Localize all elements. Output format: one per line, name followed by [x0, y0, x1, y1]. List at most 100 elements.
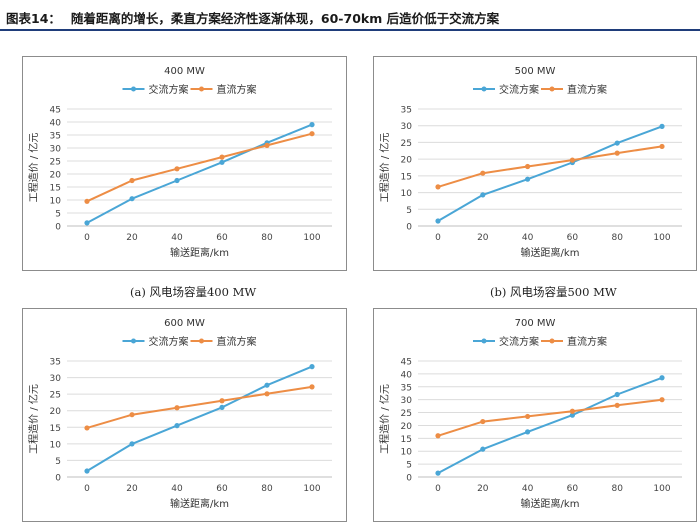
data-point-dc [309, 131, 315, 137]
chart-panel-600mw: 600 MW 交流方案 直流方案 0 5 10 15 20 25 30 35 0 20 40 60 80 100… [22, 308, 347, 522]
legend-label-ac: 交流方案 [499, 83, 539, 96]
y-tick-label: 15 [401, 435, 412, 445]
x-tick-label: 100 [303, 484, 320, 494]
data-point-dc [614, 150, 620, 156]
data-point-dc [219, 398, 225, 404]
y-tick-label: 15 [401, 172, 412, 182]
legend: 交流方案 直流方案 [473, 335, 607, 348]
figure-label: 图表14： [6, 11, 61, 26]
legend-label-ac: 交流方案 [149, 83, 189, 96]
x-tick-label: 20 [477, 233, 489, 243]
y-tick-label: 25 [401, 139, 412, 149]
chart-svg: 500 MW 交流方案 直流方案 0 5 10 15 20 25 30 35 0 20 40 60 80 100… [378, 66, 682, 259]
chart-title: 400 MW [164, 66, 205, 77]
x-axis-label: 输送距离/km [521, 497, 580, 510]
x-axis-label: 输送距离/km [521, 246, 580, 259]
legend-label-dc: 直流方案 [567, 335, 607, 348]
series-line-ac [437, 125, 663, 222]
data-point-dc [129, 177, 135, 184]
data-point-dc [174, 405, 180, 411]
y-tick-label: 10 [50, 197, 62, 207]
legend-label-dc: 直流方案 [217, 83, 257, 96]
x-tick-label: 80 [261, 233, 273, 243]
legend-label-dc: 直流方案 [567, 83, 607, 96]
y-tick-label: 40 [50, 119, 62, 129]
series-line-ac [86, 123, 313, 224]
legend: 交流方案 直流方案 [122, 83, 257, 96]
data-point-dc [174, 166, 180, 172]
data-point-ac [525, 176, 531, 182]
y-tick-label: 45 [401, 358, 412, 368]
y-axis-label: 工程造价 / 亿元 [378, 133, 391, 203]
data-point-dc [219, 154, 225, 160]
x-tick-label: 20 [477, 484, 489, 494]
data-point-ac [614, 391, 620, 398]
y-tick-label: 0 [406, 474, 412, 484]
data-point-ac [659, 375, 665, 381]
y-tick-label: 5 [55, 210, 61, 220]
x-tick-label: 60 [216, 484, 228, 494]
data-point-dc [525, 413, 531, 420]
caption-b: (b) 风电场容量500 MW [490, 285, 617, 299]
y-tick-label: 5 [406, 206, 412, 216]
data-point-ac [480, 446, 486, 452]
x-tick-label: 100 [303, 233, 320, 243]
x-tick-label: 100 [653, 233, 670, 243]
data-point-ac [614, 140, 620, 146]
y-tick-label: 30 [50, 145, 62, 155]
x-tick-label: 0 [435, 233, 441, 243]
data-point-dc [614, 402, 620, 408]
data-point-ac [480, 192, 486, 198]
y-tick-label: 25 [401, 409, 412, 419]
data-point-ac [219, 159, 225, 165]
legend: 交流方案 直流方案 [122, 335, 257, 348]
data-point-ac [219, 404, 225, 410]
data-point-ac [264, 382, 270, 388]
data-point-dc [129, 412, 135, 418]
y-tick-label: 5 [55, 457, 61, 467]
data-point-dc [264, 391, 270, 397]
data-point-dc [309, 384, 315, 390]
x-tick-label: 80 [261, 484, 273, 494]
data-point-ac [129, 441, 135, 447]
legend-marker-dc [199, 86, 204, 92]
data-point-ac [525, 429, 531, 435]
legend: 交流方案 直流方案 [473, 83, 607, 96]
data-point-ac [659, 123, 665, 129]
y-axis-label: 工程造价 / 亿元 [27, 384, 40, 454]
data-point-dc [84, 425, 90, 431]
y-tick-label: 20 [401, 156, 413, 166]
data-point-dc [569, 408, 575, 414]
y-tick-label: 0 [55, 474, 61, 484]
data-point-dc [264, 142, 270, 148]
y-tick-label: 35 [401, 106, 412, 116]
x-axis-label: 输送距离/km [170, 497, 229, 510]
x-tick-label: 20 [126, 233, 138, 243]
y-tick-label: 35 [401, 383, 412, 393]
legend-marker-ac [131, 338, 136, 344]
y-tick-label: 20 [401, 422, 413, 432]
chart-panel-400mw: 400 MW 交流方案 直流方案 0 5 10 15 20 25 30 35 40 45 0 20 40 60 8… [22, 56, 347, 271]
x-tick-label: 40 [171, 484, 183, 494]
x-axis-label: 输送距离/km [170, 246, 229, 259]
chart-title: 600 MW [164, 318, 205, 329]
data-point-dc [480, 418, 486, 425]
y-tick-label: 25 [50, 158, 61, 168]
legend-label-dc: 直流方案 [217, 335, 257, 348]
chart-panel-700mw: 700 MW 交流方案 直流方案 0 5 10 15 20 25 30 35 40 45 0 20 40 60 8… [373, 308, 697, 522]
y-tick-label: 10 [401, 448, 413, 458]
series-line-ac [437, 376, 663, 474]
data-point-dc [84, 198, 90, 204]
series-line-dc [437, 145, 663, 188]
data-point-dc [659, 143, 665, 150]
legend-marker-ac [131, 86, 136, 92]
x-tick-label: 80 [611, 233, 623, 243]
x-tick-label: 100 [653, 484, 670, 494]
x-tick-label: 60 [567, 233, 579, 243]
x-tick-label: 20 [126, 484, 138, 494]
data-point-ac [309, 122, 315, 128]
chart-title: 500 MW [515, 66, 556, 77]
x-tick-label: 0 [84, 484, 90, 494]
data-point-ac [435, 470, 441, 476]
chart-panel-500mw: 500 MW 交流方案 直流方案 0 5 10 15 20 25 30 35 0 20 40 60 80 100… [373, 56, 697, 271]
